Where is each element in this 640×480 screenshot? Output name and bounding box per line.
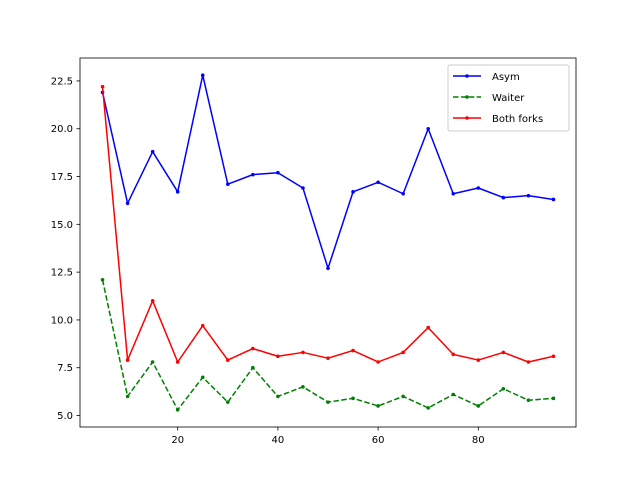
data-point — [125, 201, 130, 206]
data-point — [100, 84, 105, 89]
data-point — [476, 404, 481, 408]
data-point — [200, 323, 205, 328]
data-point — [150, 149, 155, 154]
y-tick-label: 7.5 — [57, 363, 73, 374]
data-point — [175, 407, 180, 412]
data-point — [551, 354, 556, 359]
legend-marker — [465, 95, 469, 99]
data-point — [326, 356, 330, 360]
legend: Asym Waiter Both forks — [447, 64, 570, 132]
y-tick-label: 15.0 — [51, 220, 73, 231]
data-point — [251, 172, 255, 177]
axes-layer: 20 40 60 80 5.0 7.5 10.0 12.5 15.0 17.5 20.0 22.5 — [51, 57, 577, 446]
data-point — [125, 358, 130, 362]
y-tick-label: 10.0 — [51, 315, 73, 326]
x-tick-label: 60 — [372, 435, 385, 446]
data-point — [376, 180, 380, 185]
data-point — [276, 354, 280, 359]
data-point — [551, 396, 556, 401]
data-point — [150, 299, 155, 303]
x-tick-label: 20 — [171, 435, 184, 446]
data-point — [276, 394, 280, 399]
series-1 — [100, 277, 556, 412]
data-point — [401, 350, 405, 355]
data-point — [175, 360, 180, 364]
legend-label: Both forks — [492, 114, 543, 125]
data-point — [376, 360, 380, 364]
data-point — [526, 193, 531, 198]
data-point — [501, 195, 506, 200]
y-tick-label: 22.5 — [51, 76, 73, 87]
series-layer — [100, 73, 556, 412]
data-point — [276, 170, 280, 175]
data-point — [301, 186, 305, 190]
x-tick-label: 40 — [272, 435, 285, 446]
data-point — [125, 394, 130, 399]
data-point — [426, 126, 431, 131]
y-tick-label: 12.5 — [51, 268, 73, 279]
legend-entry: Asym — [453, 72, 520, 83]
data-point — [451, 392, 456, 397]
legend-marker — [465, 74, 469, 78]
data-point — [376, 404, 380, 408]
series-0 — [100, 73, 556, 271]
legend-label: Asym — [492, 72, 520, 83]
data-point — [401, 394, 405, 399]
x-tick-label: 80 — [472, 435, 485, 446]
data-point — [301, 350, 305, 355]
data-point — [200, 375, 205, 380]
legend-entry: Both forks — [453, 114, 543, 125]
data-point — [326, 400, 330, 404]
axes-frame — [79, 57, 577, 428]
data-point — [251, 365, 255, 370]
legend-marker — [465, 116, 469, 120]
data-point — [401, 191, 405, 196]
legend-label: Waiter — [492, 93, 525, 104]
data-point — [451, 352, 456, 357]
data-point — [150, 360, 155, 364]
legend-box — [447, 64, 570, 132]
data-point — [501, 350, 506, 355]
data-point — [175, 190, 180, 194]
y-tick-label: 17.5 — [51, 172, 73, 183]
data-point — [476, 358, 481, 362]
data-point — [526, 360, 531, 364]
y-tick-label: 5.0 — [57, 411, 73, 422]
y-tick-label: 20.0 — [51, 124, 73, 135]
data-point — [426, 325, 431, 330]
data-point — [551, 197, 556, 202]
data-point — [476, 186, 481, 190]
data-point — [225, 182, 230, 186]
data-point — [225, 400, 230, 404]
series-2 — [100, 84, 556, 364]
data-point — [251, 346, 255, 351]
data-point — [326, 266, 330, 271]
data-point — [426, 406, 431, 410]
data-point — [200, 73, 205, 78]
data-point — [501, 386, 506, 391]
data-point — [351, 348, 355, 353]
data-point — [301, 385, 305, 389]
data-point — [100, 277, 105, 282]
data-point — [351, 190, 355, 194]
data-point — [526, 398, 531, 403]
data-point — [451, 191, 456, 196]
legend-entry: Waiter — [453, 93, 525, 104]
data-point — [351, 396, 355, 401]
data-point — [225, 358, 230, 362]
